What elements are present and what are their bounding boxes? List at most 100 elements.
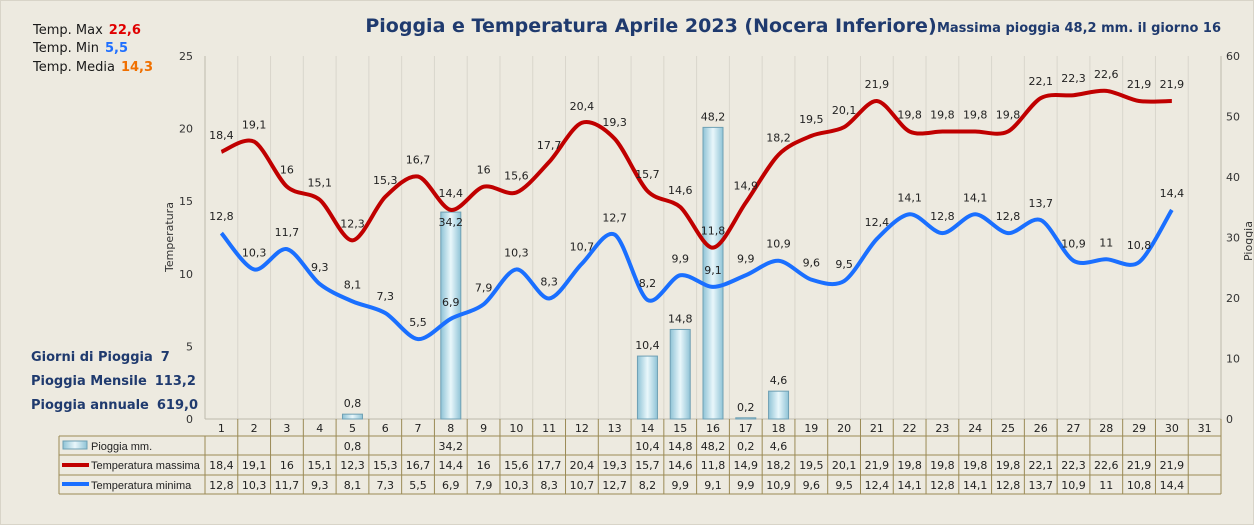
temp-min-data-label: 10,3: [242, 246, 267, 259]
table-cell: 19,8: [996, 459, 1021, 472]
x-tick-label: 6: [382, 422, 389, 435]
stat-label: Temp. Min: [33, 41, 99, 56]
rain-data-label: 48,2: [701, 110, 726, 123]
table-cell: 19,8: [930, 459, 955, 472]
table-cell: 19,8: [963, 459, 988, 472]
table-cell: 16,7: [406, 459, 431, 472]
monthly-rain: Pioggia Mensile 113,2: [31, 374, 196, 389]
temp-min-data-label: 14,1: [963, 191, 988, 204]
temp-min-data-label: 9,9: [671, 252, 689, 265]
table-cell: 12,4: [865, 479, 890, 492]
table-cell: 19,3: [602, 459, 627, 472]
table-cell: 15,1: [307, 459, 332, 472]
table-cell: 0,2: [737, 440, 755, 453]
y2-tick-label: 50: [1226, 111, 1240, 124]
table-cell: 13,7: [1028, 479, 1053, 492]
value: 113,2: [154, 374, 196, 389]
temp-max-data-label: 21,9: [1160, 78, 1185, 91]
x-tick-label: 31: [1198, 422, 1212, 435]
table-cell: 16: [280, 459, 294, 472]
x-tick-label: 5: [349, 422, 356, 435]
table-cell: 14,1: [897, 479, 922, 492]
table-cell: 14,6: [668, 459, 693, 472]
table-cell: 21,9: [1127, 459, 1152, 472]
x-tick-label: 20: [837, 422, 851, 435]
table-cell: 19,1: [242, 459, 267, 472]
table-cell: 6,9: [442, 479, 460, 492]
table-cell: 10,9: [766, 479, 791, 492]
table-cell: 10,4: [635, 440, 660, 453]
y-tick-label: 10: [179, 268, 193, 281]
table-cell: 10,3: [504, 479, 529, 492]
table-cell: 14,4: [1160, 479, 1185, 492]
x-tick-label: 13: [608, 422, 622, 435]
temp-max-data-label: 11,8: [701, 225, 726, 238]
temp-max-data-label: 19,1: [242, 119, 267, 132]
y2-axis-title: Pioggia: [1242, 221, 1254, 261]
table-cell: 10,7: [570, 479, 595, 492]
temp-max-data-label: 20,1: [832, 104, 857, 117]
temp-max-line: [220, 88, 1172, 250]
temp-max-data-label: 22,1: [1028, 75, 1053, 88]
rain-data-label: 4,6: [770, 374, 788, 387]
x-tick-label: 22: [903, 422, 917, 435]
table-cell: 9,9: [737, 479, 755, 492]
temp-max-data-label: 19,5: [799, 113, 824, 126]
x-tick-label: 25: [1001, 422, 1015, 435]
temp-min-data-label: 11: [1099, 236, 1113, 249]
temp-max-data-label: 18,2: [766, 132, 791, 145]
x-tick-label: 28: [1099, 422, 1113, 435]
table-cell: 14,9: [734, 459, 759, 472]
temp-min-data-label: 9,6: [803, 257, 821, 270]
table-cell: 10,8: [1127, 479, 1152, 492]
temp-max-data-label: 16: [280, 164, 294, 177]
x-tick-label: 27: [1067, 422, 1081, 435]
x-tick-label: 4: [316, 422, 323, 435]
x-tick-label: 11: [542, 422, 556, 435]
temp-min-data-label: 10,7: [570, 241, 595, 254]
table-cell: 19,5: [799, 459, 824, 472]
table-cell: 10,3: [242, 479, 267, 492]
temp-min-data-label: 6,9: [442, 296, 460, 309]
table-cell: 7,3: [377, 479, 395, 492]
temp-max-data-label: 21,9: [865, 78, 890, 91]
temp-max-data-label: 20,4: [570, 100, 595, 113]
chart-title: Pioggia e Temperatura Aprile 2023 (Nocer…: [365, 15, 937, 37]
temp-max-data-label: 15,3: [373, 174, 398, 187]
rain-bar: [735, 417, 757, 420]
table-cell: 11,7: [275, 479, 300, 492]
temp-max-data-label: 18,4: [209, 129, 234, 142]
x-tick-label: 23: [935, 422, 949, 435]
max-rain-info: Massima pioggia 48,2 mm. il giorno 16: [936, 21, 1221, 36]
legend-label: Temperatura minima: [91, 480, 192, 492]
x-tick-label: 30: [1165, 422, 1179, 435]
x-tick-label: 12: [575, 422, 589, 435]
table-cell: 15,3: [373, 459, 398, 472]
legend-label: Pioggia mm.: [91, 441, 152, 453]
y2-tick-label: 30: [1226, 232, 1240, 245]
table-cell: 9,5: [835, 479, 853, 492]
temp-min-data-label: 8,3: [540, 275, 558, 288]
stat-value: 5,5: [104, 41, 129, 56]
x-tick-label: 10: [509, 422, 523, 435]
x-tick-label: 24: [968, 422, 982, 435]
table-cell: 9,9: [671, 479, 689, 492]
table-cell: 18,2: [766, 459, 791, 472]
table-cell: 14,4: [439, 459, 464, 472]
temp-min-data-label: 9,5: [835, 258, 853, 271]
table-cell: 12,7: [602, 479, 627, 492]
rain-bar: [768, 390, 790, 420]
x-tick-label: 15: [673, 422, 687, 435]
temp-max-data-label: 21,9: [1127, 78, 1152, 91]
table-cell: 15,7: [635, 459, 660, 472]
x-tick-label: 17: [739, 422, 753, 435]
table-cell: 20,1: [832, 459, 857, 472]
x-tick-label: 7: [415, 422, 422, 435]
temp-min-data-label: 14,1: [897, 191, 922, 204]
x-tick-label: 3: [283, 422, 290, 435]
temp-max-data-label: 22,3: [1061, 72, 1086, 85]
temp-min-data-label: 10,9: [1061, 238, 1086, 251]
table-cell: 22,6: [1094, 459, 1119, 472]
rain-data-label: 14,8: [668, 312, 693, 325]
